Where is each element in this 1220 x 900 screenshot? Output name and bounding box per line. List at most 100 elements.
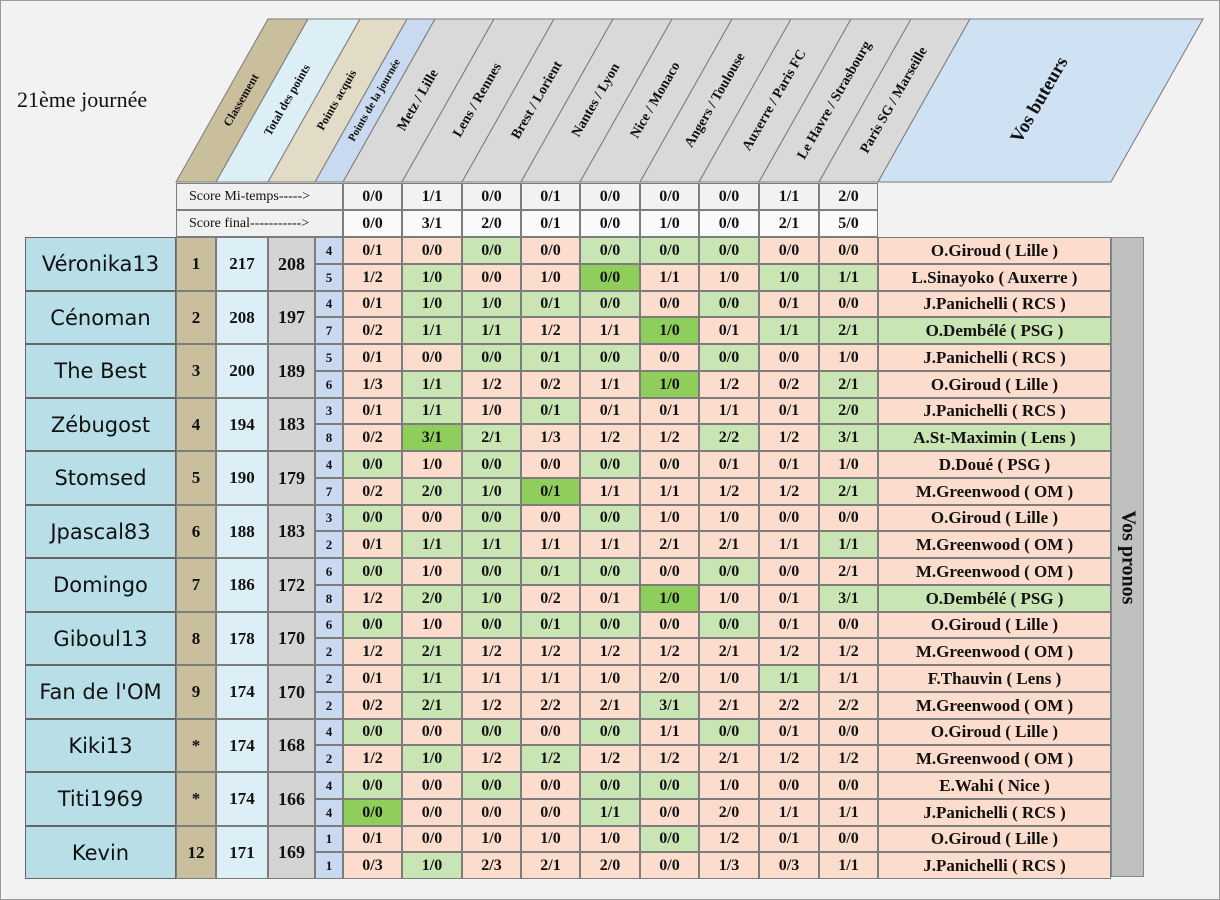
prono-cell: 1/2 xyxy=(699,826,759,852)
prono-cell: 2/1 xyxy=(640,531,699,558)
buteur-cell: J.Panichelli ( RCS ) xyxy=(878,344,1111,371)
player-points-acquis: 183 xyxy=(268,505,315,558)
buteur-cell: M.Greenwood ( OM ) xyxy=(878,478,1111,505)
prono-cell: 0/0 xyxy=(402,826,462,852)
prono-cell: 1/0 xyxy=(521,264,580,291)
prono-cell: 1/0 xyxy=(462,826,521,852)
prono-cell: 1/0 xyxy=(462,398,521,424)
prono-cell: 0/0 xyxy=(343,719,402,745)
player-total-points: 171 xyxy=(216,826,268,879)
prono-cell: 1/1 xyxy=(580,371,640,398)
prono-cell: 0/0 xyxy=(580,558,640,585)
prono-cell: 1/1 xyxy=(402,371,462,398)
buteur-cell: E.Wahi ( Nice ) xyxy=(878,772,1111,799)
player-points-journee: 3 xyxy=(315,505,343,531)
player-total-points: 200 xyxy=(216,344,268,398)
prono-cell: 2/2 xyxy=(521,692,580,719)
prono-cell: 0/0 xyxy=(819,612,878,638)
prono-cell: 1/2 xyxy=(759,638,819,665)
prono-cell: 0/0 xyxy=(580,291,640,317)
player-rank: 9 xyxy=(176,665,216,719)
prono-cell: 1/2 xyxy=(759,745,819,772)
buteur-cell: O.Giroud ( Lille ) xyxy=(878,826,1111,852)
prono-cell: 0/0 xyxy=(462,237,521,264)
prono-cell: 2/1 xyxy=(402,692,462,719)
player-total-points: 174 xyxy=(216,665,268,719)
prono-cell: 1/0 xyxy=(699,585,759,612)
prono-cell: 0/1 xyxy=(759,719,819,745)
prono-cell: 0/0 xyxy=(343,451,402,478)
player-rank: 5 xyxy=(176,451,216,505)
prono-cell: 3/1 xyxy=(819,585,878,612)
prono-cell: 0/1 xyxy=(343,237,402,264)
prono-cell: 0/1 xyxy=(699,317,759,344)
player-points-journee: 1 xyxy=(315,852,343,879)
player-points-journee: 4 xyxy=(315,799,343,826)
prono-cell: 0/0 xyxy=(402,505,462,531)
prono-cell: 0/0 xyxy=(640,852,699,879)
prono-cell: 0/0 xyxy=(462,451,521,478)
prono-cell: 1/1 xyxy=(759,799,819,826)
prono-cell: 0/2 xyxy=(343,424,402,451)
prono-cell: 0/1 xyxy=(759,826,819,852)
buteur-cell: J.Panichelli ( RCS ) xyxy=(878,799,1111,826)
prono-cell: 1/2 xyxy=(343,264,402,291)
prono-cell: 1/1 xyxy=(819,852,878,879)
prono-cell: 3/1 xyxy=(402,424,462,451)
prono-cell: 2/2 xyxy=(699,424,759,451)
player-rank: 6 xyxy=(176,505,216,558)
buteur-cell: O.Giroud ( Lille ) xyxy=(878,371,1111,398)
prono-cell: 0/1 xyxy=(343,531,402,558)
prono-cell: 0/1 xyxy=(759,398,819,424)
prono-cell: 0/0 xyxy=(402,237,462,264)
prono-cell: 1/2 xyxy=(462,692,521,719)
player-rank: 1 xyxy=(176,237,216,291)
prono-cell: 1/2 xyxy=(343,745,402,772)
score-final-cell: 0/0 xyxy=(343,210,402,237)
prono-cell: 0/0 xyxy=(402,344,462,371)
prono-cell: 0/0 xyxy=(819,505,878,531)
score-final-cell: 1/0 xyxy=(640,210,699,237)
prono-cell: 0/0 xyxy=(521,237,580,264)
prono-cell: 0/0 xyxy=(819,237,878,264)
prono-cell: 0/1 xyxy=(343,291,402,317)
prono-cell: 1/2 xyxy=(343,585,402,612)
prono-cell: 2/3 xyxy=(462,852,521,879)
player-total-points: 208 xyxy=(216,291,268,344)
player-points-journee: 6 xyxy=(315,612,343,638)
prono-cell: 2/0 xyxy=(699,799,759,826)
prono-cell: 1/1 xyxy=(521,665,580,692)
prono-cell: 0/0 xyxy=(759,772,819,799)
player-name: Zébugost xyxy=(25,398,176,451)
prono-cell: 1/2 xyxy=(640,638,699,665)
buteur-cell: L.Sinayoko ( Auxerre ) xyxy=(878,264,1111,291)
player-points-acquis: 172 xyxy=(268,558,315,612)
prono-cell: 2/1 xyxy=(580,692,640,719)
prono-cell: 1/2 xyxy=(521,745,580,772)
prono-cell: 1/3 xyxy=(521,424,580,451)
prono-cell: 1/1 xyxy=(402,531,462,558)
player-name: Giboul13 xyxy=(25,612,176,665)
player-total-points: 178 xyxy=(216,612,268,665)
player-points-journee: 3 xyxy=(315,398,343,424)
prono-cell: 0/0 xyxy=(343,612,402,638)
buteur-cell: O.Giroud ( Lille ) xyxy=(878,505,1111,531)
prono-cell: 0/0 xyxy=(640,451,699,478)
prono-cell: 0/1 xyxy=(343,665,402,692)
buteur-cell: M.Greenwood ( OM ) xyxy=(878,638,1111,665)
prono-cell: 0/0 xyxy=(819,826,878,852)
buteur-cell: A.St-Maximin ( Lens ) xyxy=(878,424,1111,451)
score-mi-temps-cell: 0/0 xyxy=(343,183,402,210)
score-final-cell: 0/1 xyxy=(521,210,580,237)
prono-cell: 1/2 xyxy=(819,638,878,665)
player-rank: * xyxy=(176,719,216,772)
prono-cell: 0/1 xyxy=(699,451,759,478)
prono-cell: 0/0 xyxy=(640,291,699,317)
prono-cell: 2/0 xyxy=(580,852,640,879)
buteur-cell: M.Greenwood ( OM ) xyxy=(878,558,1111,585)
prono-cell: 1/0 xyxy=(580,665,640,692)
prono-cell: 0/0 xyxy=(640,612,699,638)
prono-cell: 2/0 xyxy=(402,585,462,612)
prono-cell: 0/0 xyxy=(699,719,759,745)
prono-cell: 0/0 xyxy=(759,237,819,264)
